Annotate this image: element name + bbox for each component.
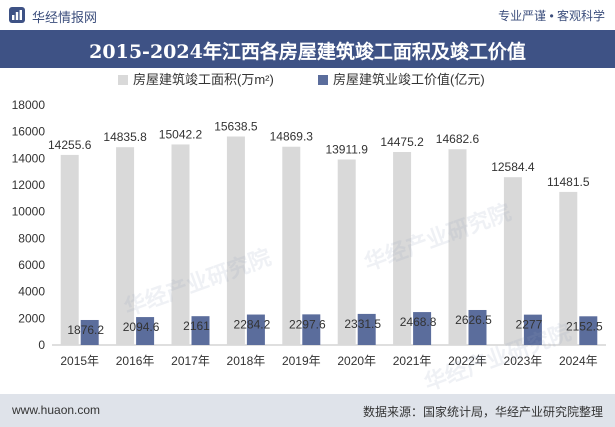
y-tick-label: 16000 [12,125,46,139]
y-tick-label: 2000 [18,311,45,325]
x-tick-label: 2021年 [393,354,432,368]
top-bar: 华经情报网 专业严谨 • 客观科学 [0,0,615,30]
bar-area [60,154,79,345]
bar-value [246,314,265,345]
bar-value [302,314,321,345]
x-tick-label: 2024年 [559,354,598,368]
bar-area [559,191,578,345]
bar-value [357,313,376,345]
data-label-value: 2277 [516,318,543,332]
data-label-area: 14835.8 [103,130,147,144]
bar-area [226,136,245,345]
y-tick-label: 14000 [12,151,46,165]
data-label-area: 14869.3 [270,130,314,144]
x-tick-label: 2023年 [504,354,543,368]
data-label-value: 2152.5 [566,319,603,333]
x-tick-label: 2019年 [282,354,321,368]
legend-label: 房屋建筑业竣工价值(亿元) [333,72,485,87]
tagline: 专业严谨 • 客观科学 [498,9,605,23]
data-label-area: 12584.4 [491,160,535,174]
y-tick-label: 10000 [12,205,46,219]
chart-title: 2015-2024年江西各房屋建筑竣工面积及竣工价值 [89,41,526,63]
data-label-value: 2161 [183,319,210,333]
data-label-value: 2094.6 [123,320,160,334]
data-label-value: 2468.8 [400,315,437,329]
bar-area [116,147,135,345]
x-tick-label: 2022年 [448,354,487,368]
data-label-value: 1876.2 [67,323,104,337]
y-tick-label: 0 [38,338,45,352]
legend-swatch [118,75,128,85]
x-tick-label: 2020年 [337,354,376,368]
data-label-area: 15638.5 [214,119,258,133]
data-label-area: 13911.9 [325,143,368,157]
x-tick-label: 2015年 [60,354,99,368]
x-tick-label: 2017年 [171,354,210,368]
bar-area [448,149,467,345]
bar-value [413,312,432,345]
x-tick-label: 2018年 [227,354,266,368]
legend-swatch [318,75,328,85]
data-label-area: 11481.5 [547,175,590,189]
bar-value [468,309,487,345]
footer-url[interactable]: www.huaon.com [12,403,101,417]
brand-name: 华经情报网 [32,10,98,25]
data-label-area: 14255.6 [48,138,92,152]
footer: www.huaon.com 数据来源：国家统计局，华经产业研究院整理 [0,394,615,427]
y-tick-label: 8000 [18,231,45,245]
data-label-area: 15042.2 [159,127,203,141]
bar-chart: 房屋建筑竣工面积(万m²) 房屋建筑业竣工价值(亿元) 0 2000 4000 6000 8… [12,72,606,368]
logo-icon [9,7,25,23]
bar-area [503,177,522,345]
title-bar: 2015-2024年江西各房屋建筑竣工面积及竣工价值 [0,30,615,68]
data-label-value: 2331.5 [344,317,381,331]
y-tick-label: 6000 [18,258,45,272]
bar-area [282,146,301,345]
bar-area [393,151,412,345]
bar-value [579,316,598,345]
data-label-value: 2626.5 [455,313,492,327]
bar-area [337,159,356,345]
bar-value [80,319,99,345]
y-tick-label: 18000 [12,98,46,112]
bar-area [171,144,190,345]
bar-value [523,314,542,345]
data-label-area: 14682.6 [436,132,480,146]
data-label-value: 2297.6 [289,317,326,331]
data-label-value: 2284.2 [234,318,271,332]
y-tick-label: 4000 [18,285,45,299]
bar-value [191,316,210,345]
y-tick-label: 12000 [12,178,46,192]
footer-source: 数据来源：国家统计局，华经产业研究院整理 [362,405,603,419]
legend-label: 房屋建筑竣工面积(万m²) [133,72,274,87]
bar-value [136,317,155,345]
data-label-area: 14475.2 [380,135,424,149]
x-tick-label: 2016年 [116,354,155,368]
